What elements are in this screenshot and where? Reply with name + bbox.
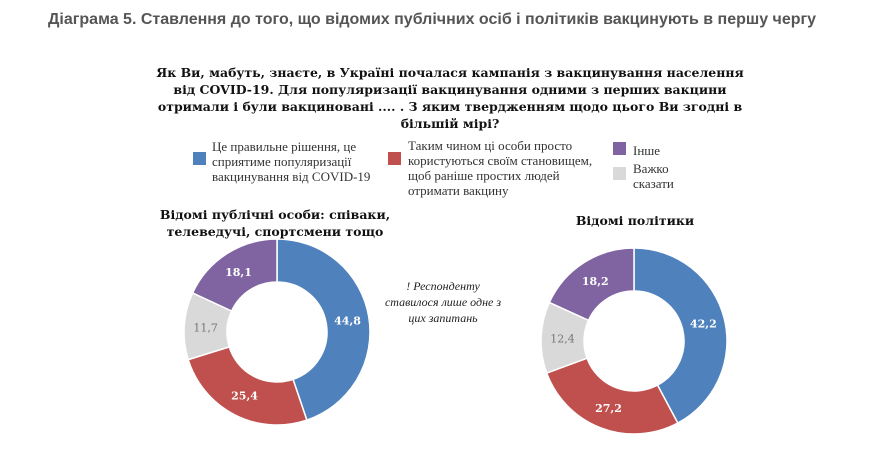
legend-swatch-hard [613, 167, 626, 180]
chart-title-public: Відомі публічні особи: співаки, телеведу… [159, 207, 391, 239]
donut-slice [545, 357, 679, 435]
chart-title-politicians: Відомі політики [575, 213, 695, 228]
donut-slice [633, 247, 728, 425]
legend-swatch-correct [193, 152, 206, 165]
data-label: 11,7 [193, 321, 218, 334]
legend-swatch-privilege [388, 152, 401, 165]
data-label: 42,2 [690, 318, 717, 331]
legend-label-other: Інше [633, 143, 661, 158]
data-label: 12,4 [550, 332, 575, 345]
donut-slice [191, 238, 278, 312]
data-label: 25,4 [231, 390, 258, 403]
data-label: 18,2 [582, 275, 609, 288]
data-label: 44,8 [334, 314, 361, 327]
legend-label-hard: Важко сказати [633, 161, 674, 191]
footnote: ! Респонденту ставилося лише одне з цих … [384, 279, 502, 325]
donut-slice [276, 238, 371, 422]
donut-slice [187, 345, 308, 426]
legend-label-privilege: Таким чином ці особи просто користуються… [408, 138, 593, 198]
donut-slice [548, 247, 635, 322]
legend-label-correct: Це правильне рішення, це сприятиме попул… [212, 139, 371, 184]
figure-title: Діаграма 5. Ставлення до того, що відоми… [48, 11, 817, 28]
survey-question: Як Ви, мабуть, знаєте, в Україні почалас… [156, 65, 744, 131]
data-label: 27,2 [595, 402, 622, 415]
legend-swatch-other [613, 142, 626, 155]
data-label: 18,1 [225, 266, 252, 279]
